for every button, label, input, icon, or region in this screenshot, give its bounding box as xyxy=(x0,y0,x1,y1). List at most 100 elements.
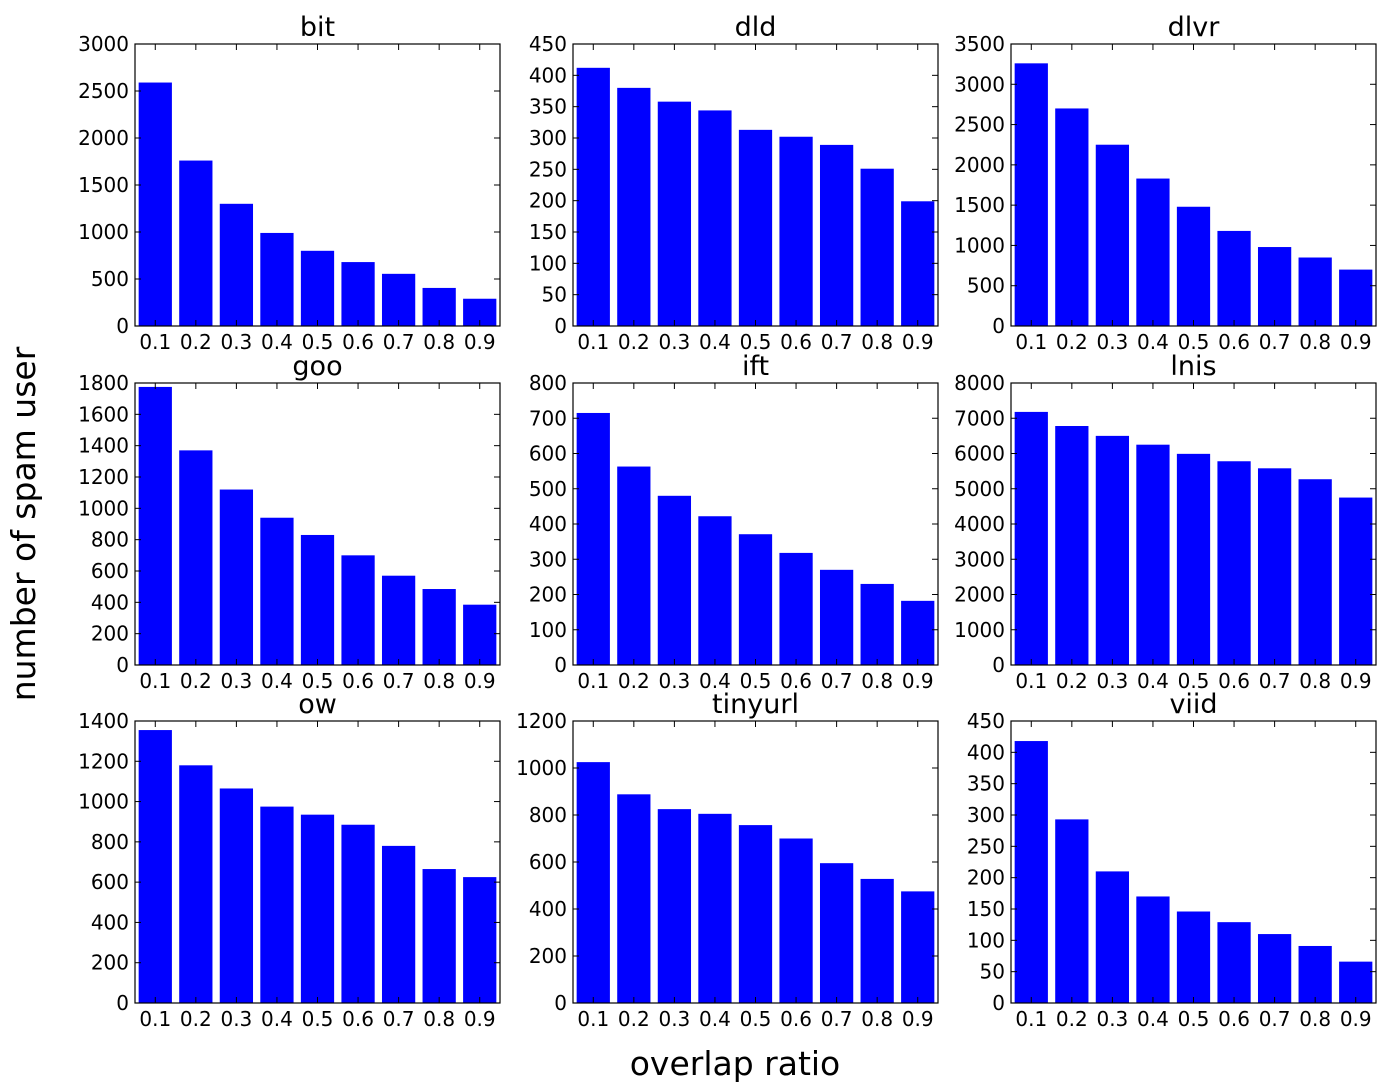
bar xyxy=(1176,206,1211,326)
y-tick-label: 1000 xyxy=(954,233,1005,257)
bar xyxy=(860,878,894,1003)
y-tick-label: 1000 xyxy=(78,220,129,244)
x-tick-label: 0.9 xyxy=(1340,330,1372,354)
y-tick-label: 0 xyxy=(992,991,1005,1015)
x-tick-label: 0.2 xyxy=(618,1007,650,1031)
y-tick-label: 1000 xyxy=(78,790,129,814)
y-tick-label: 600 xyxy=(529,442,567,466)
bar xyxy=(341,262,375,326)
bar xyxy=(1136,178,1170,326)
bar xyxy=(1136,444,1170,665)
chart-panel-goo: 0 200 400 600 800 1000 1200 1400 1600 1800 0.1 0.2 0… xyxy=(78,351,501,693)
y-tick-label: 3500 xyxy=(954,32,1005,56)
y-tick-label: 0 xyxy=(992,653,1005,677)
x-tick-label: 0.6 xyxy=(1218,1007,1250,1031)
bar xyxy=(300,814,335,1003)
chart-title: dlvr xyxy=(1168,12,1221,43)
y-tick-label: 2500 xyxy=(78,79,129,103)
x-tick-label: 0.7 xyxy=(1259,330,1291,354)
x-tick-label: 0.3 xyxy=(220,330,252,354)
x-tick-label: 0.1 xyxy=(577,330,609,354)
y-tick-label: 600 xyxy=(91,559,129,583)
y-tick-label: 400 xyxy=(967,740,1005,764)
y-tick-label: 0 xyxy=(554,314,567,338)
y-tick-label: 400 xyxy=(529,63,567,87)
x-tick-label: 0.1 xyxy=(139,330,171,354)
bar xyxy=(260,806,294,1003)
y-tick-label: 4000 xyxy=(954,512,1005,536)
bar xyxy=(179,765,213,1003)
y-tick-label: 3000 xyxy=(954,547,1005,571)
x-tick-label: 0.7 xyxy=(383,330,415,354)
x-tick-label: 0.7 xyxy=(821,1007,853,1031)
y-tick-label: 3000 xyxy=(78,32,129,56)
chart-title: lnis xyxy=(1170,351,1216,382)
y-tick-label: 5000 xyxy=(954,477,1005,501)
y-tick-label: 500 xyxy=(967,274,1005,298)
x-tick-label: 0.7 xyxy=(383,1007,415,1031)
x-tick-label: 0.2 xyxy=(618,669,650,693)
bar xyxy=(1339,269,1373,326)
bar xyxy=(422,287,456,326)
bar xyxy=(219,489,254,665)
y-tick-label: 0 xyxy=(116,314,129,338)
x-tick-label: 0.8 xyxy=(1299,669,1331,693)
bar xyxy=(657,101,692,326)
x-tick-label: 0.2 xyxy=(1056,669,1088,693)
y-tick-label: 300 xyxy=(529,547,567,571)
x-tick-label: 0.9 xyxy=(464,1007,496,1031)
y-tick-label: 1000 xyxy=(78,496,129,520)
x-tick-label: 0.6 xyxy=(780,669,812,693)
chart-panel-tinyurl: 0 200 400 600 800 1000 1200 0.1 0.2 0.3 0.4 0.5 0.6 0… xyxy=(516,689,939,1031)
bar xyxy=(1014,411,1048,665)
bar xyxy=(779,838,813,1003)
bar xyxy=(1055,819,1089,1003)
chart-title: goo xyxy=(292,351,342,382)
y-tick-label: 3000 xyxy=(954,72,1005,96)
bar xyxy=(463,604,497,665)
x-tick-label: 0.1 xyxy=(139,669,171,693)
bar xyxy=(1095,144,1130,326)
y-tick-label: 800 xyxy=(91,528,129,552)
bar xyxy=(1298,945,1332,1003)
y-tick-label: 6000 xyxy=(954,442,1005,466)
x-tick-label: 0.3 xyxy=(658,669,690,693)
x-tick-label: 0.7 xyxy=(821,669,853,693)
bar xyxy=(1136,896,1170,1003)
bar xyxy=(738,825,773,1003)
x-tick-label: 0.4 xyxy=(1137,1007,1169,1031)
x-tick-label: 0.2 xyxy=(180,330,212,354)
chart-panel-bit: 0 500 1000 1500 2000 2500 3000 0.1 0.2 0.3 0.4 0.5 0… xyxy=(78,12,501,354)
bar xyxy=(1014,741,1048,1003)
chart-panel-ow: 0 200 400 600 800 1000 1200 1400 0.1 0.2 0.3 0.4 0.5… xyxy=(78,689,501,1031)
x-tick-label: 0.3 xyxy=(1096,1007,1128,1031)
x-tick-label: 0.4 xyxy=(1137,669,1169,693)
x-tick-label: 0.7 xyxy=(1259,669,1291,693)
bar xyxy=(179,160,213,326)
y-tick-label: 2000 xyxy=(78,126,129,150)
bar xyxy=(1095,871,1130,1003)
x-tick-label: 0.8 xyxy=(1299,330,1331,354)
y-tick-label: 2500 xyxy=(954,113,1005,137)
x-tick-label: 0.6 xyxy=(780,330,812,354)
chart-panel-lnis: 0 1000 2000 3000 4000 5000 6000 7000 8000 0.1 0.2 0… xyxy=(954,351,1377,693)
x-tick-label: 0.4 xyxy=(261,1007,293,1031)
bar xyxy=(1217,461,1251,665)
x-tick-label: 0.5 xyxy=(302,669,334,693)
x-tick-label: 0.8 xyxy=(861,1007,893,1031)
bar xyxy=(300,534,335,665)
x-tick-label: 0.4 xyxy=(699,1007,731,1031)
x-tick-label: 0.5 xyxy=(302,1007,334,1031)
bar xyxy=(341,555,375,665)
bar xyxy=(1055,426,1089,665)
bar xyxy=(260,232,294,326)
x-tick-label: 0.9 xyxy=(902,1007,934,1031)
y-tick-label: 0 xyxy=(554,653,567,677)
x-tick-label: 0.7 xyxy=(821,330,853,354)
chart-title: ow xyxy=(298,689,337,720)
bar xyxy=(617,87,651,326)
x-tick-label: 0.2 xyxy=(1056,330,1088,354)
x-tick-label: 0.1 xyxy=(1015,1007,1047,1031)
chart-panel-dld: 0 50 100 150 200 250 300 350 400 450 0.1 0.2 0.3 0.4 0… xyxy=(529,12,939,354)
